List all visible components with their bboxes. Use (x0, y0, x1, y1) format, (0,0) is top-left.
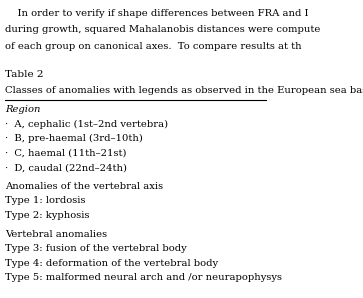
Text: Anomalies of the vertebral axis: Anomalies of the vertebral axis (5, 182, 164, 191)
Text: Classes of anomalies with legends as observed in the European sea bass: Classes of anomalies with legends as obs… (5, 86, 363, 95)
Text: ·  C, haemal (11th–21st): · C, haemal (11th–21st) (5, 149, 127, 158)
Text: Region: Region (5, 105, 41, 114)
Text: ·  A, cephalic (1st–2nd vertebra): · A, cephalic (1st–2nd vertebra) (5, 120, 168, 129)
Text: Table 2: Table 2 (5, 70, 44, 79)
Text: Type 1: lordosis: Type 1: lordosis (5, 196, 86, 206)
Text: Type 3: fusion of the vertebral body: Type 3: fusion of the vertebral body (5, 244, 187, 253)
Text: Type 2: kyphosis: Type 2: kyphosis (5, 211, 90, 220)
Text: during growth, squared Mahalanobis distances were compute: during growth, squared Mahalanobis dista… (5, 25, 321, 34)
Text: of each group on canonical axes.  To compare results at th: of each group on canonical axes. To comp… (5, 42, 302, 51)
Text: ·  D, caudal (22nd–24th): · D, caudal (22nd–24th) (5, 163, 127, 172)
Text: ·  B, pre-haemal (3rd–10th): · B, pre-haemal (3rd–10th) (5, 134, 143, 143)
Text: Type 5: malformed neural arch and /or neurapophysys: Type 5: malformed neural arch and /or ne… (5, 273, 282, 282)
Text: In order to verify if shape differences between FRA and I: In order to verify if shape differences … (5, 9, 309, 18)
Text: Type 4: deformation of the vertebral body: Type 4: deformation of the vertebral bod… (5, 259, 219, 268)
Text: Vertebral anomalies: Vertebral anomalies (5, 230, 107, 239)
